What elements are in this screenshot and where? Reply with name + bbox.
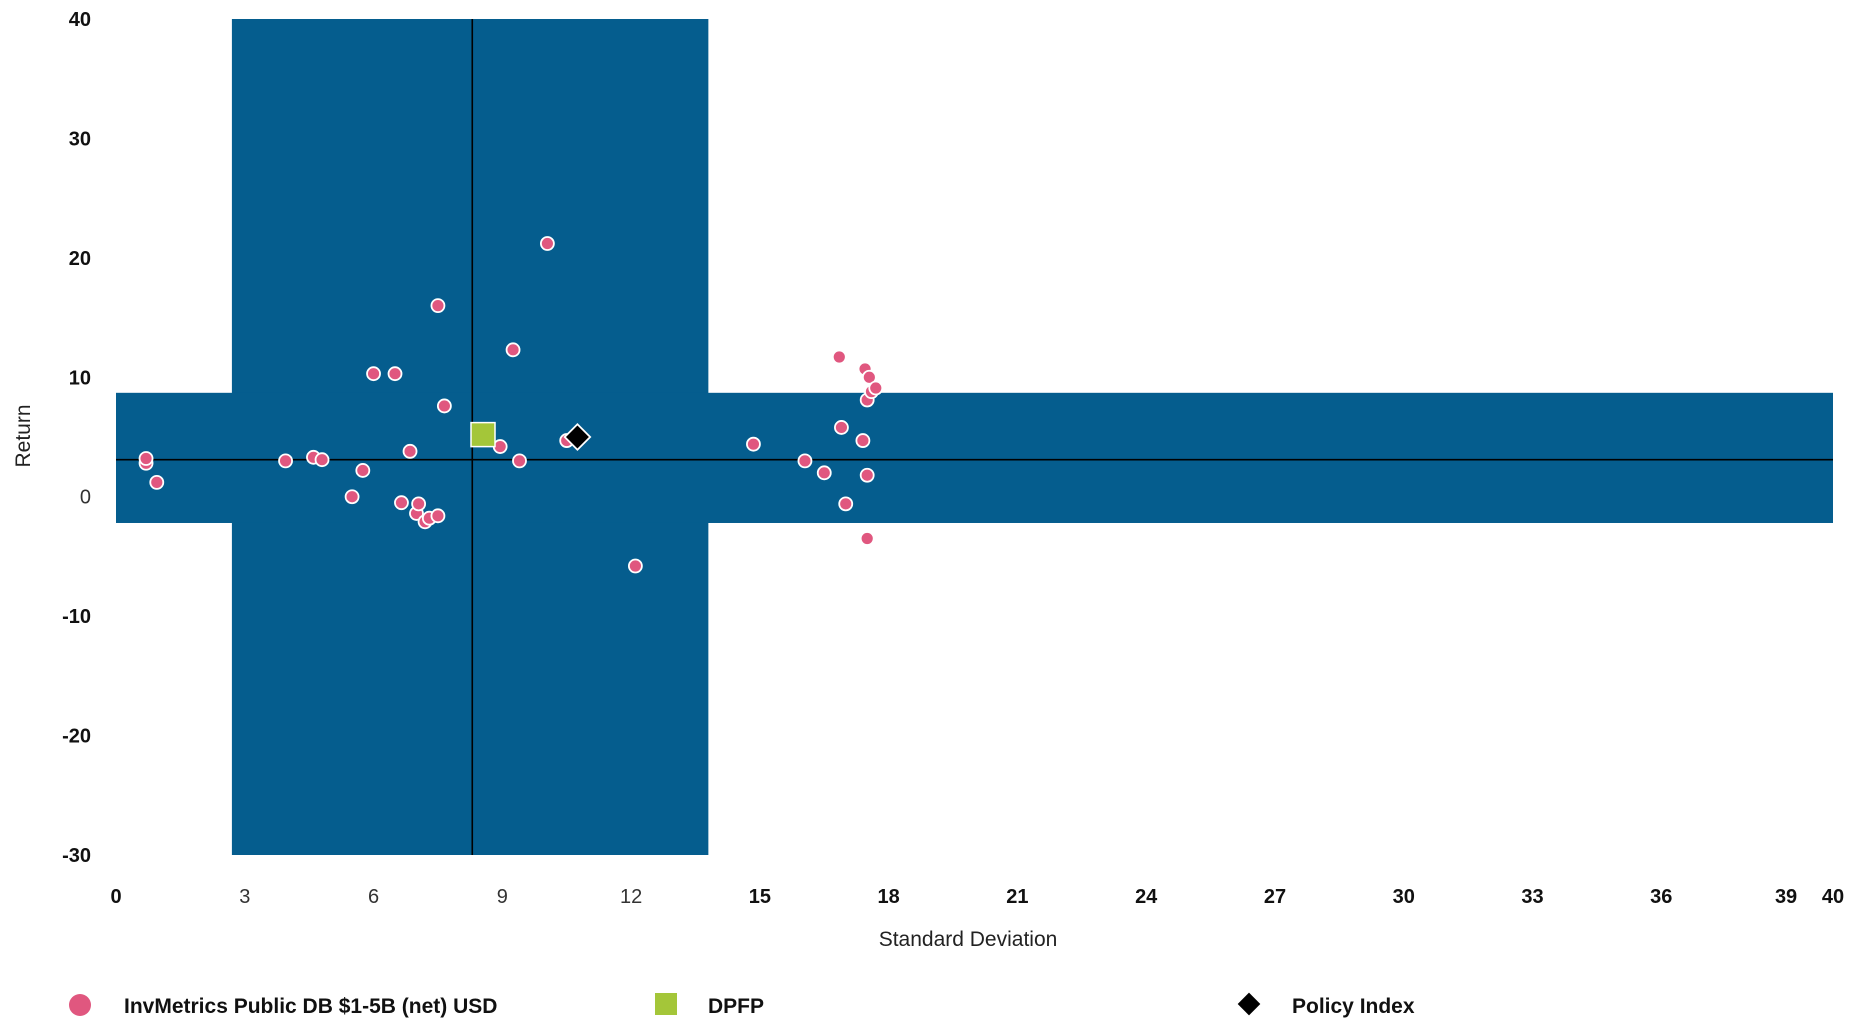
- peer-point: [149, 474, 165, 490]
- peer-point: [278, 453, 293, 469]
- peer-point: [394, 495, 409, 511]
- x-tick-label: 40: [1822, 886, 1844, 908]
- data-points: [138, 236, 884, 574]
- legend-item-invmetrics: InvMetrics Public DB $1-5B (net) USD: [69, 994, 497, 1018]
- legend-label-invmetrics: InvMetrics Public DB $1-5B (net) USD: [124, 995, 497, 1018]
- x-tick-label: 27: [1264, 886, 1286, 908]
- peer-point: [387, 366, 403, 382]
- y-tick-label: 40: [69, 9, 91, 31]
- peer-point: [355, 463, 371, 478]
- peer-point: [344, 489, 360, 505]
- x-tick-label: 18: [878, 886, 900, 908]
- y-tick-label: -30: [62, 845, 91, 867]
- peer-point: [627, 558, 643, 574]
- peer-point: [834, 420, 849, 435]
- legend: InvMetrics Public DB $1-5B (net) USD DPF…: [69, 992, 1415, 1018]
- peer-point: [366, 366, 381, 382]
- x-tick-label: 39: [1775, 886, 1797, 908]
- x-tick-label: 33: [1521, 886, 1543, 908]
- legend-diamond-icon: [1237, 992, 1261, 1016]
- y-tick-label: 20: [69, 248, 91, 270]
- legend-circle-icon: [69, 994, 91, 1016]
- peer-point: [746, 436, 761, 452]
- legend-item-policy-index: Policy Index: [1237, 992, 1415, 1018]
- peer-point: [314, 452, 330, 468]
- peer-point: [859, 467, 875, 483]
- peer-point: [861, 369, 877, 385]
- y-tick-label: 30: [69, 128, 91, 150]
- peer-point: [402, 443, 418, 459]
- x-tick-label: 6: [368, 886, 379, 908]
- y-tick-label: -20: [62, 726, 91, 748]
- x-axis-title: Standard Deviation: [879, 928, 1058, 951]
- legend-square-icon: [655, 993, 677, 1015]
- x-tick-label: 9: [497, 886, 508, 908]
- x-tick-label: 36: [1650, 886, 1672, 908]
- x-tick-label: 15: [749, 886, 771, 908]
- peer-point: [859, 531, 875, 546]
- peer-point: [539, 236, 555, 251]
- peer-point: [138, 451, 154, 466]
- shaded-bands: [116, 19, 1833, 855]
- x-tick-label: 12: [620, 886, 642, 908]
- peer-point: [430, 508, 446, 524]
- y-axis-title: Return: [12, 404, 35, 467]
- peer-point: [816, 465, 832, 481]
- peer-point: [436, 398, 452, 414]
- dpfp-point: [470, 421, 496, 448]
- peer-point: [868, 380, 884, 396]
- y-tick-label: 0: [80, 487, 91, 509]
- peer-point: [838, 496, 854, 512]
- x-tick-label: 3: [239, 886, 250, 908]
- horizontal-shaded-band: [116, 392, 1833, 523]
- x-tick-label: 0: [110, 886, 121, 908]
- peer-point: [855, 433, 871, 448]
- x-tick-label: 21: [1006, 886, 1028, 908]
- legend-label-dpfp: DPFP: [708, 995, 764, 1018]
- legend-label-policy-index: Policy Index: [1292, 995, 1415, 1018]
- peer-point: [797, 453, 813, 469]
- x-tick-label: 24: [1135, 886, 1158, 908]
- x-axis-ticks: 0 3 6 9 12 15 18 21 24 27 30 33 36 39 40: [110, 886, 1844, 908]
- policy-index-point: [563, 422, 592, 452]
- y-tick-label: 10: [69, 367, 91, 389]
- peer-point: [411, 496, 427, 512]
- peer-point: [831, 349, 847, 365]
- legend-item-dpfp: DPFP: [655, 993, 764, 1018]
- peer-point: [505, 342, 521, 358]
- peer-point: [512, 453, 527, 469]
- x-tick-label: 30: [1393, 886, 1415, 908]
- y-axis-ticks: 40 30 20 10 0 -10 -20 -30: [62, 9, 91, 867]
- peer-point: [430, 298, 446, 314]
- y-tick-label: -10: [62, 606, 91, 628]
